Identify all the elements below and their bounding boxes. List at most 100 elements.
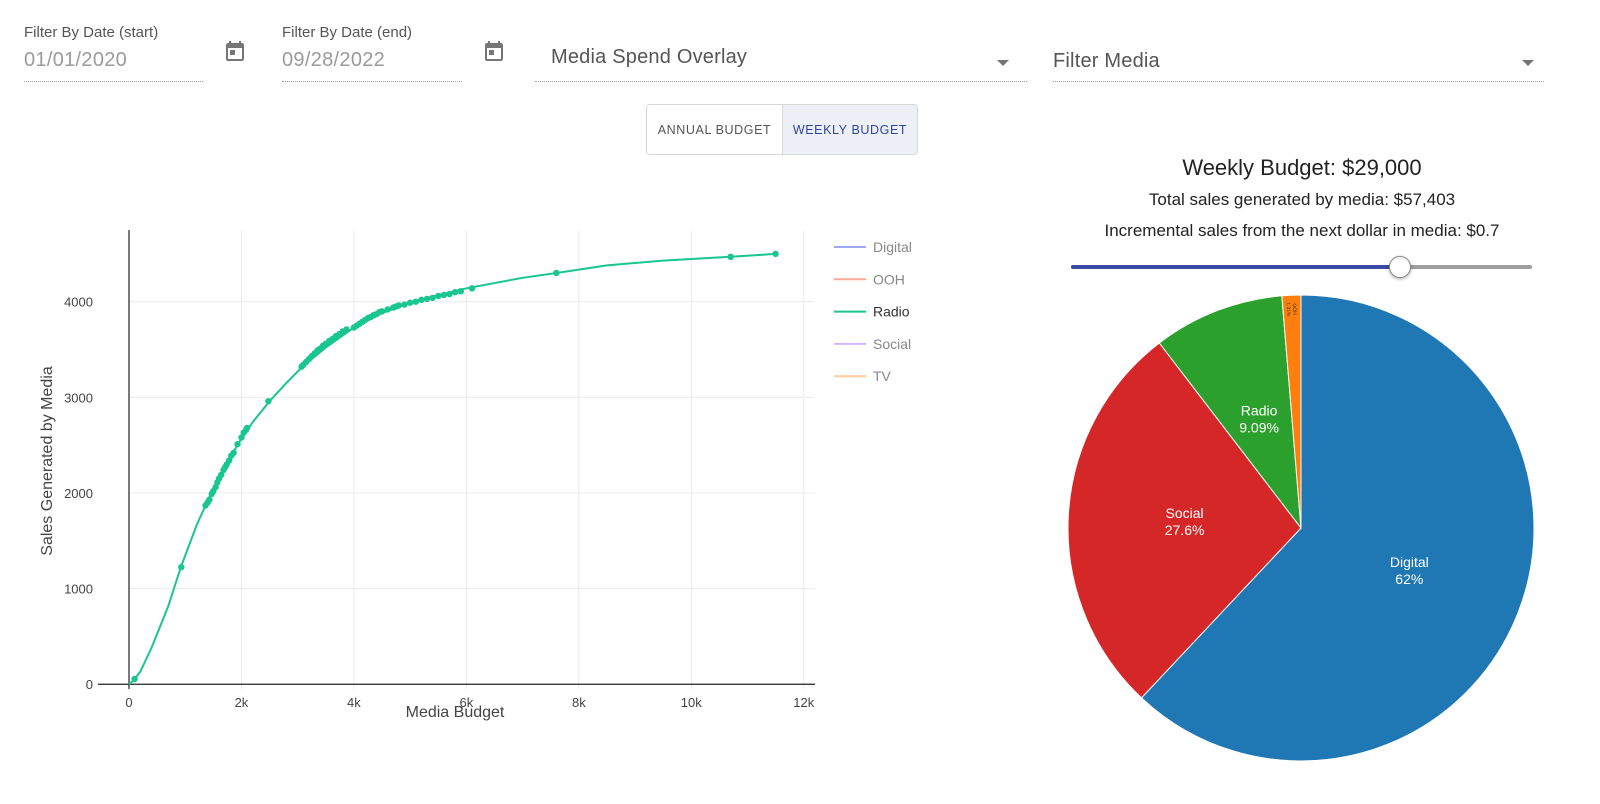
x-tick-label: 8k xyxy=(572,695,586,710)
end-date-value[interactable]: 09/28/2022 xyxy=(282,49,386,71)
pie-percent-social: 27.6% xyxy=(1165,522,1205,538)
line-chart-legend: Digital OOH Radio Social TV xyxy=(834,239,912,384)
x-tick-label: 6k xyxy=(460,695,474,710)
legend-label: Digital xyxy=(873,239,912,255)
data-point[interactable] xyxy=(131,675,138,683)
data-point[interactable] xyxy=(384,306,391,313)
end-date-label: Filter By Date (end) xyxy=(282,24,413,41)
data-point[interactable] xyxy=(218,471,225,478)
filter-media-value: Filter Media xyxy=(1053,50,1160,72)
x-tick-label: 0 xyxy=(125,695,132,710)
start-date-underline xyxy=(24,81,203,82)
data-point[interactable] xyxy=(440,291,448,299)
legend-item-digital[interactable]: Digital xyxy=(834,239,912,255)
y-tick-label: 1000 xyxy=(64,582,93,597)
data-point[interactable] xyxy=(395,302,403,309)
legend-item-social[interactable]: Social xyxy=(834,336,911,352)
data-point[interactable] xyxy=(212,484,219,491)
pie-label-digital: Digital xyxy=(1390,554,1429,570)
overlay-underline xyxy=(535,81,1027,82)
data-point[interactable] xyxy=(451,289,459,296)
media-spend-overlay-value: Media Spend Overlay xyxy=(551,46,748,68)
end-date-field[interactable]: Filter By Date (end) 09/28/2022 xyxy=(282,24,462,82)
media-dropdown-arrow-icon xyxy=(1522,60,1534,66)
start-date-value[interactable]: 01/01/2020 xyxy=(24,49,128,71)
budget-toggle-group: ANNUAL BUDGET WEEKLY BUDGET xyxy=(646,104,918,155)
data-point[interactable] xyxy=(412,298,419,305)
pie-slice-radio[interactable] xyxy=(1158,295,1302,530)
pie-label-ooh: OOH xyxy=(1291,303,1297,315)
line-chart-axes xyxy=(98,230,815,689)
pie-slice-social[interactable] xyxy=(1067,342,1302,699)
pie-percent-digital: 62% xyxy=(1395,571,1423,587)
x-axis-label: Media Budget xyxy=(406,704,505,721)
filter-media-select[interactable]: Filter Media xyxy=(1037,40,1544,82)
data-point[interactable] xyxy=(234,441,241,448)
y-axis-label: Sales Generated by Media xyxy=(39,366,56,556)
end-date-underline xyxy=(282,81,462,82)
data-point[interactable] xyxy=(423,295,431,303)
legend-label: OOH xyxy=(873,271,905,287)
pie-label-social: Social xyxy=(1166,505,1204,521)
start-date-label: Filter By Date (start) xyxy=(24,24,159,41)
line-chart-ticks: 0 2k 4k 6k 8k 10k 12k 0 1000 2000 3000 4000 xyxy=(64,295,815,710)
pie-slice-ooh[interactable] xyxy=(1281,294,1302,529)
calendar-start-icon[interactable] xyxy=(223,40,247,64)
legend-label: Social xyxy=(873,336,911,352)
calendar-end-icon[interactable] xyxy=(482,40,506,64)
start-date-field[interactable]: Filter By Date (start) 01/01/2020 xyxy=(24,24,203,82)
total-sales-text: Total sales generated by media: $57,403 xyxy=(1148,190,1456,209)
data-point[interactable] xyxy=(553,269,560,277)
data-point[interactable] xyxy=(238,434,245,441)
legend-item-radio[interactable]: Radio xyxy=(834,304,910,320)
pie-percent-radio: 9.09% xyxy=(1239,419,1279,435)
legend-label: Radio xyxy=(873,304,910,320)
legend-item-ooh[interactable]: OOH xyxy=(834,271,905,287)
data-point[interactable] xyxy=(429,294,436,302)
data-point[interactable] xyxy=(435,292,442,300)
y-tick-label: 0 xyxy=(86,677,93,692)
media-budget-line-chart: 0 2k 4k 6k 8k 10k 12k 0 1000 2000 3000 4000 Media B… xyxy=(39,230,912,721)
data-point[interactable] xyxy=(225,457,233,464)
annual-budget-button[interactable]: ANNUAL BUDGET xyxy=(647,105,783,154)
data-point[interactable] xyxy=(446,290,453,298)
legend-item-tv[interactable]: TV xyxy=(834,368,892,384)
pie-slice-digital[interactable] xyxy=(1140,294,1535,762)
pie-percent-ooh: 1.31% xyxy=(1285,302,1292,317)
data-point[interactable] xyxy=(206,496,213,503)
y-tick-label: 3000 xyxy=(64,390,93,405)
data-point[interactable] xyxy=(727,253,734,260)
data-point[interactable] xyxy=(178,563,185,571)
slider-track[interactable] xyxy=(1071,265,1400,269)
data-point[interactable] xyxy=(343,326,350,333)
data-point[interactable] xyxy=(230,449,237,456)
overlay-dropdown-arrow-icon xyxy=(997,60,1009,66)
data-point[interactable] xyxy=(418,296,425,303)
series-line-radio[interactable] xyxy=(128,252,776,685)
data-point[interactable] xyxy=(457,288,464,295)
weekly-budget-button[interactable]: WEEKLY BUDGET xyxy=(783,105,917,154)
line-chart-series xyxy=(128,250,779,685)
data-point[interactable] xyxy=(265,398,272,405)
x-tick-label: 12k xyxy=(793,695,814,710)
media-spend-overlay-select[interactable]: Media Spend Overlay xyxy=(535,40,1027,82)
data-point[interactable] xyxy=(378,308,386,315)
data-point[interactable] xyxy=(406,299,414,306)
data-point[interactable] xyxy=(243,424,251,432)
slider-thumb[interactable] xyxy=(1388,256,1411,278)
filter-media-underline xyxy=(1053,81,1544,82)
y-tick-label: 4000 xyxy=(64,295,93,310)
weekly-budget-title: Weekly Budget: $29,000 xyxy=(1182,155,1422,180)
data-point[interactable] xyxy=(772,250,779,258)
legend-label: TV xyxy=(873,368,892,384)
line-chart-grid xyxy=(129,230,815,689)
x-tick-label: 4k xyxy=(347,695,361,710)
data-point[interactable] xyxy=(401,301,408,308)
y-tick-label: 2000 xyxy=(64,486,93,501)
budget-slider[interactable] xyxy=(1071,256,1532,278)
x-tick-label: 2k xyxy=(235,695,249,710)
incremental-sales-text: Incremental sales from the next dollar i… xyxy=(1104,221,1500,240)
data-point[interactable] xyxy=(468,285,476,292)
